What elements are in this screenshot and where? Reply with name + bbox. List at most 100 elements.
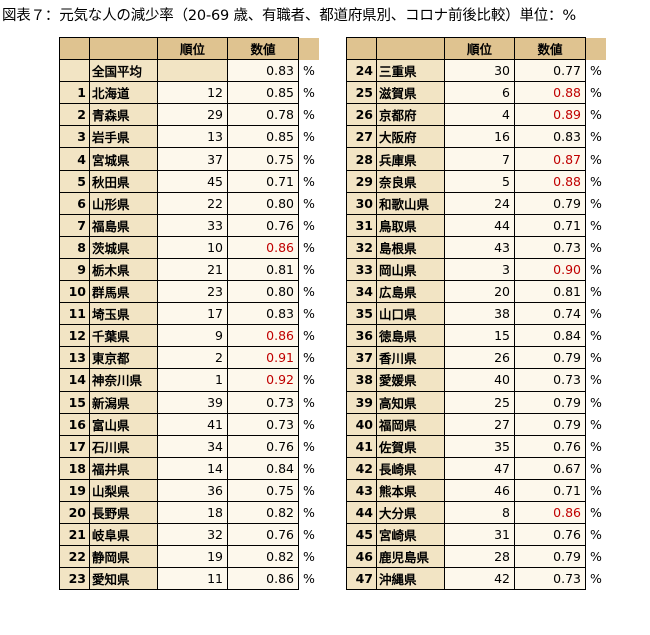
unit-label: % bbox=[303, 394, 315, 410]
value-cell: 0.81 bbox=[227, 257, 299, 282]
prefecture-number: 38 bbox=[346, 368, 377, 392]
value-cell: 0.86 bbox=[227, 235, 299, 259]
unit-label: % bbox=[590, 505, 602, 521]
table-row: 9 栃木県 21 0.81% bbox=[59, 257, 319, 282]
table-row: 7 福島県 33 0.76% bbox=[59, 213, 319, 237]
rank-cell: 1 bbox=[157, 368, 228, 392]
prefecture-name: 和歌山県 bbox=[376, 191, 445, 215]
prefecture-number: 16 bbox=[59, 412, 90, 436]
unit-label: % bbox=[590, 306, 602, 322]
unit-label: % bbox=[590, 217, 602, 233]
rank-cell: 37 bbox=[157, 147, 228, 171]
unit-label: % bbox=[303, 63, 315, 79]
rank-cell: 15 bbox=[444, 324, 515, 348]
value-cell: 0.85 bbox=[227, 81, 299, 105]
unit-label: % bbox=[590, 261, 602, 277]
prefecture-name: 福岡県 bbox=[376, 412, 445, 436]
table-row: 47 沖縄県 42 0.73% bbox=[346, 567, 606, 591]
prefecture-name: 鹿児島県 bbox=[376, 545, 445, 569]
prefecture-number: 5 bbox=[59, 169, 90, 193]
prefecture-name: 熊本県 bbox=[376, 478, 445, 502]
prefecture-number: 33 bbox=[346, 257, 377, 282]
value-cell: 0.79 bbox=[514, 545, 586, 569]
prefecture-name: 埼玉県 bbox=[89, 302, 158, 326]
unit-label: % bbox=[590, 328, 602, 344]
rank-cell: 25 bbox=[444, 390, 515, 414]
prefecture-number: 4 bbox=[59, 147, 90, 171]
prefecture-number: 15 bbox=[59, 390, 90, 414]
rank-cell-blank bbox=[157, 59, 228, 83]
national-average-row: 全国平均 0.83% bbox=[59, 59, 319, 83]
value-cell: 0.91 bbox=[227, 346, 299, 370]
prefecture-number: 34 bbox=[346, 280, 377, 304]
prefecture-number: 30 bbox=[346, 191, 377, 215]
value-cell: 0.92 bbox=[227, 368, 299, 392]
value-cell: 0.76 bbox=[514, 523, 586, 547]
rank-cell: 2 bbox=[157, 346, 228, 370]
header-unit-blank bbox=[298, 37, 319, 60]
rank-cell: 3 bbox=[444, 257, 515, 282]
prefecture-name: 京都府 bbox=[376, 103, 445, 127]
table-row: 31 鳥取県 44 0.71% bbox=[346, 213, 606, 237]
table-row: 41 佐賀県 35 0.76% bbox=[346, 434, 606, 458]
prefecture-number: 22 bbox=[59, 545, 90, 569]
unit-label: % bbox=[590, 394, 602, 410]
value-cell: 0.77 bbox=[514, 59, 586, 83]
table-row: 34 広島県 20 0.81% bbox=[346, 280, 606, 304]
prefecture-name: 宮城県 bbox=[89, 147, 158, 171]
unit-label: % bbox=[303, 438, 315, 454]
unit-label: % bbox=[303, 151, 315, 167]
rank-cell: 5 bbox=[444, 169, 515, 193]
prefecture-number: 35 bbox=[346, 302, 377, 326]
rank-cell: 47 bbox=[444, 456, 515, 480]
prefecture-number: 6 bbox=[59, 191, 90, 215]
table-row: 21 岐阜県 32 0.76% bbox=[59, 523, 319, 547]
prefecture-name: 石川県 bbox=[89, 434, 158, 458]
table-row: 10 群馬県 23 0.80% bbox=[59, 280, 319, 304]
prefecture-name: 山形県 bbox=[89, 191, 158, 215]
prefecture-number: 26 bbox=[346, 103, 377, 127]
rank-cell: 40 bbox=[444, 368, 515, 392]
table-row: 15 新潟県 39 0.73% bbox=[59, 390, 319, 414]
rank-cell: 21 bbox=[157, 257, 228, 282]
prefecture-number: 11 bbox=[59, 302, 90, 326]
value-cell: 0.73 bbox=[514, 368, 586, 392]
unit-label: % bbox=[590, 85, 602, 101]
table-row: 23 愛知県 11 0.86% bbox=[59, 567, 319, 591]
rank-cell: 18 bbox=[157, 500, 228, 525]
rank-cell: 43 bbox=[444, 235, 515, 259]
prefecture-name: 福島県 bbox=[89, 213, 158, 237]
prefecture-number: 45 bbox=[346, 523, 377, 547]
unit-label: % bbox=[303, 482, 315, 498]
rank-cell: 14 bbox=[157, 456, 228, 480]
prefecture-name: 群馬県 bbox=[89, 280, 158, 304]
table-row: 25 滋賀県 6 0.88% bbox=[346, 81, 606, 105]
value-cell: 0.67 bbox=[514, 456, 586, 480]
prefecture-table-left: 順位 数値 全国平均 0.83% 1 北海道 12 0.85% 2 青森県 29 0.78% 3 岩手県 1… bbox=[59, 36, 319, 591]
value-cell: 0.83 bbox=[514, 125, 586, 149]
unit-label: % bbox=[303, 306, 315, 322]
value-cell: 0.79 bbox=[514, 412, 586, 436]
value-cell: 0.84 bbox=[227, 456, 299, 480]
prefecture-number: 32 bbox=[346, 235, 377, 259]
prefecture-name: 栃木県 bbox=[89, 257, 158, 282]
rank-cell: 26 bbox=[444, 346, 515, 370]
unit-label: % bbox=[590, 284, 602, 300]
value-cell: 0.76 bbox=[227, 213, 299, 237]
unit-label: % bbox=[590, 151, 602, 167]
table-row: 18 福井県 14 0.84% bbox=[59, 456, 319, 480]
table-row: 14 神奈川県 1 0.92% bbox=[59, 368, 319, 392]
table-row: 24 三重県 30 0.77% bbox=[346, 59, 606, 83]
prefecture-name: 沖縄県 bbox=[376, 567, 445, 591]
table-row: 42 長崎県 47 0.67% bbox=[346, 456, 606, 480]
rank-cell: 11 bbox=[157, 567, 228, 591]
prefecture-name: 広島県 bbox=[376, 280, 445, 304]
unit-label: % bbox=[590, 195, 602, 211]
value-cell: 0.80 bbox=[227, 191, 299, 215]
value-cell: 0.82 bbox=[227, 500, 299, 525]
header-unit-blank bbox=[585, 37, 606, 60]
unit-label: % bbox=[303, 549, 315, 565]
value-cell: 0.83 bbox=[227, 302, 299, 326]
value-cell: 0.75 bbox=[227, 478, 299, 502]
prefecture-name: 大阪府 bbox=[376, 125, 445, 149]
